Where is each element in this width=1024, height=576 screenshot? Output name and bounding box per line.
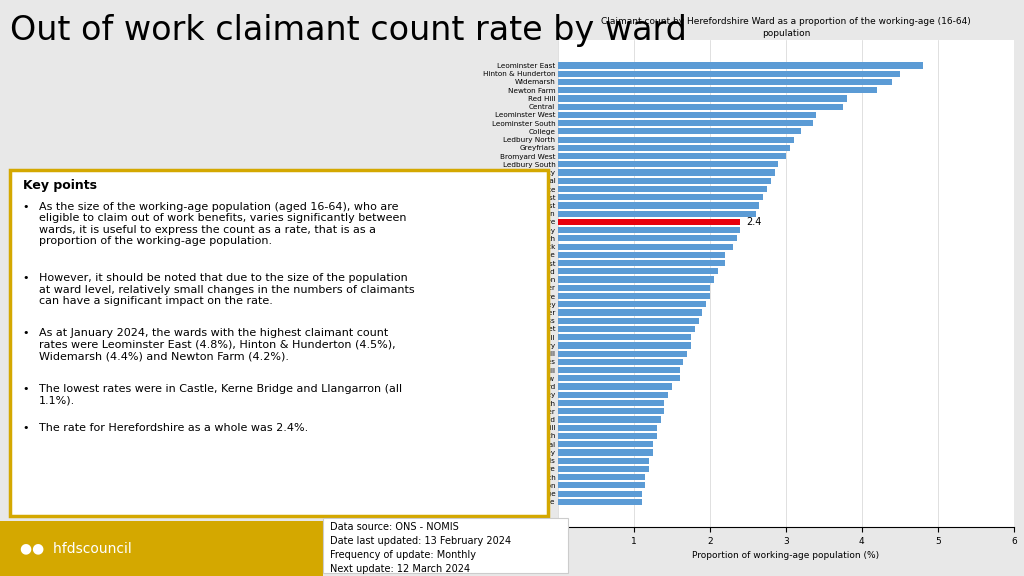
Bar	[558, 326, 694, 332]
Bar	[558, 227, 740, 233]
Bar	[558, 301, 707, 308]
Text: •: •	[23, 384, 29, 393]
Bar	[558, 342, 691, 348]
Bar	[558, 416, 660, 423]
Bar	[558, 293, 710, 299]
Bar	[558, 317, 698, 324]
Bar	[558, 392, 669, 398]
Bar	[558, 112, 816, 118]
Bar	[558, 260, 725, 266]
Bar	[558, 236, 736, 241]
Text: As the size of the working-age population (aged 16-64), who are
eligible to clai: As the size of the working-age populatio…	[39, 202, 407, 247]
Bar	[558, 359, 683, 365]
Bar	[558, 128, 801, 134]
Bar	[558, 177, 771, 184]
Bar	[558, 334, 691, 340]
Text: As at January 2024, the wards with the highest claimant count
rates were Leomins: As at January 2024, the wards with the h…	[39, 328, 395, 362]
Bar	[558, 252, 725, 258]
Bar	[558, 244, 733, 250]
Bar	[558, 482, 645, 488]
Title: Claimant count by Herefordshire Ward as a proportion of the working-age (16-64)
: Claimant count by Herefordshire Ward as …	[601, 17, 971, 38]
X-axis label: Proportion of working-age population (%): Proportion of working-age population (%)	[692, 551, 880, 560]
Bar	[558, 211, 756, 217]
Bar	[558, 169, 774, 176]
Bar	[558, 474, 645, 480]
Text: •: •	[23, 273, 29, 283]
Bar	[558, 384, 672, 390]
Bar	[558, 351, 687, 357]
Bar	[558, 104, 843, 110]
Text: Out of work claimant count rate by ward: Out of work claimant count rate by ward	[10, 14, 687, 47]
Bar	[558, 87, 877, 93]
Bar	[558, 285, 710, 291]
Bar	[558, 219, 740, 225]
Text: 2.4: 2.4	[746, 217, 762, 227]
Bar	[558, 499, 642, 505]
Bar	[558, 71, 900, 77]
Bar	[558, 202, 760, 209]
Bar	[558, 268, 718, 274]
Bar	[558, 457, 649, 464]
Bar	[558, 441, 653, 448]
Bar	[558, 161, 778, 168]
Bar	[558, 408, 665, 414]
Text: The lowest rates were in Castle, Kerne Bridge and Llangarron (all
1.1%).: The lowest rates were in Castle, Kerne B…	[39, 384, 402, 406]
Bar	[558, 120, 812, 126]
Text: The rate for Herefordshire as a whole was 2.4%.: The rate for Herefordshire as a whole wa…	[39, 423, 308, 433]
Bar	[558, 96, 847, 101]
Bar	[558, 137, 794, 143]
Bar	[558, 79, 892, 85]
Bar	[558, 276, 714, 283]
Text: Key points: Key points	[23, 179, 96, 192]
Text: However, it should be noted that due to the size of the population
at ward level: However, it should be noted that due to …	[39, 273, 415, 306]
Bar	[558, 375, 680, 381]
Bar	[558, 400, 665, 406]
Bar	[558, 433, 656, 439]
Bar	[558, 466, 649, 472]
Text: ●●  hfdscouncil: ●● hfdscouncil	[20, 541, 132, 556]
Bar	[558, 449, 653, 456]
Bar	[558, 194, 763, 200]
Text: •: •	[23, 423, 29, 433]
Bar	[558, 491, 642, 497]
Bar	[558, 309, 702, 316]
Bar	[558, 62, 923, 69]
Text: •: •	[23, 202, 29, 211]
Bar	[558, 186, 767, 192]
Bar	[558, 425, 656, 431]
Bar	[558, 367, 680, 373]
Bar	[558, 153, 786, 159]
Bar	[558, 145, 790, 151]
Text: •: •	[23, 328, 29, 338]
Text: Data source: ONS - NOMIS
Date last updated: 13 February 2024
Frequency of update: Data source: ONS - NOMIS Date last updat…	[330, 522, 511, 574]
